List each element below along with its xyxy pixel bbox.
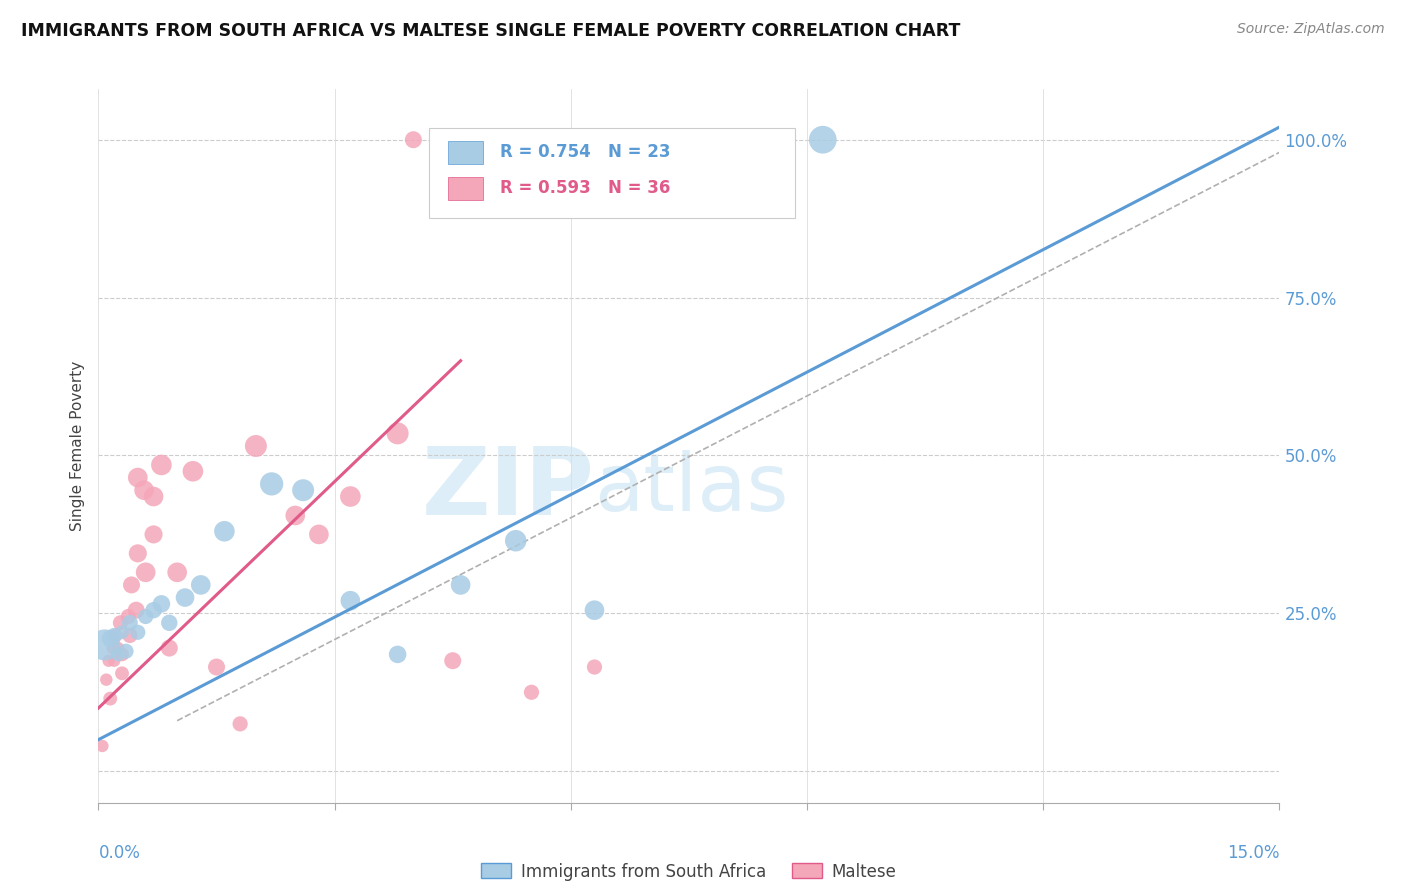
Point: [441, 654, 464, 668]
Text: 15.0%: 15.0%: [1227, 844, 1279, 862]
Point: [387, 426, 409, 441]
Point: [142, 490, 165, 504]
Point: [103, 628, 125, 642]
FancyBboxPatch shape: [429, 128, 796, 218]
Point: [402, 133, 425, 147]
Point: [811, 133, 834, 147]
Point: [450, 578, 472, 592]
Point: [308, 527, 330, 541]
Point: [111, 666, 134, 681]
Point: [157, 615, 180, 630]
Point: [118, 628, 141, 642]
Point: [142, 527, 165, 541]
Point: [142, 603, 165, 617]
Text: atlas: atlas: [595, 450, 789, 528]
Point: [107, 641, 129, 656]
Point: [111, 648, 134, 662]
Point: [115, 644, 138, 658]
Text: Source: ZipAtlas.com: Source: ZipAtlas.com: [1237, 22, 1385, 37]
Point: [205, 660, 228, 674]
Point: [127, 546, 149, 560]
Point: [284, 508, 307, 523]
Point: [127, 470, 149, 484]
Point: [118, 615, 141, 630]
FancyBboxPatch shape: [449, 141, 484, 164]
Point: [214, 524, 236, 539]
Point: [520, 685, 543, 699]
Text: R = 0.754   N = 23: R = 0.754 N = 23: [501, 144, 671, 161]
Point: [107, 648, 129, 662]
Point: [157, 641, 180, 656]
Point: [104, 628, 127, 642]
Point: [505, 533, 527, 548]
Point: [98, 632, 121, 646]
Text: 0.0%: 0.0%: [98, 844, 141, 862]
Text: ZIP: ZIP: [422, 442, 595, 535]
Point: [387, 648, 409, 662]
Point: [583, 603, 606, 617]
Point: [135, 566, 157, 580]
Point: [101, 641, 124, 656]
Point: [339, 593, 361, 607]
Point: [91, 739, 114, 753]
Point: [111, 625, 134, 640]
Point: [181, 464, 204, 478]
Point: [110, 615, 132, 630]
Point: [96, 673, 118, 687]
Point: [127, 625, 149, 640]
Point: [125, 603, 148, 617]
FancyBboxPatch shape: [449, 177, 484, 200]
Point: [260, 476, 283, 491]
Point: [229, 717, 252, 731]
Y-axis label: Single Female Poverty: Single Female Poverty: [70, 361, 86, 531]
Point: [292, 483, 315, 498]
Point: [190, 578, 212, 592]
Point: [121, 578, 143, 592]
Point: [98, 691, 121, 706]
Point: [339, 490, 361, 504]
Point: [135, 609, 157, 624]
Point: [245, 439, 267, 453]
Point: [93, 638, 115, 652]
Point: [174, 591, 197, 605]
Point: [166, 566, 188, 580]
Text: R = 0.593   N = 36: R = 0.593 N = 36: [501, 179, 671, 197]
Point: [132, 483, 155, 498]
Point: [583, 660, 606, 674]
Point: [150, 597, 173, 611]
Point: [103, 654, 125, 668]
Point: [97, 654, 120, 668]
Legend: Immigrants from South Africa, Maltese: Immigrants from South Africa, Maltese: [475, 856, 903, 888]
Text: IMMIGRANTS FROM SOUTH AFRICA VS MALTESE SINGLE FEMALE POVERTY CORRELATION CHART: IMMIGRANTS FROM SOUTH AFRICA VS MALTESE …: [21, 22, 960, 40]
Point: [117, 609, 139, 624]
Point: [150, 458, 173, 472]
